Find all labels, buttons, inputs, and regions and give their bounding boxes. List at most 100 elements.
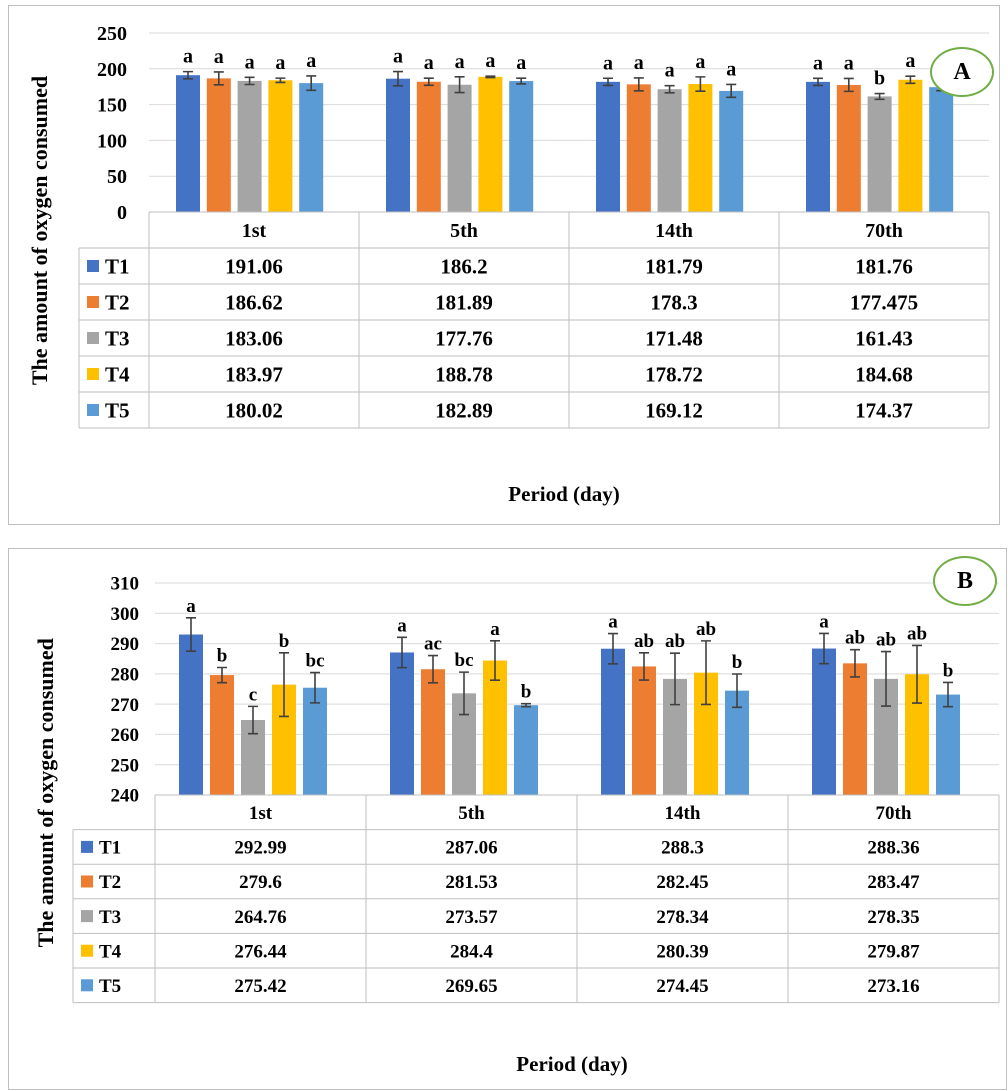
significance-letter-T3-5th: a	[455, 51, 465, 73]
legend-key-T3	[81, 910, 93, 923]
significance-letter-T4-70th: a	[905, 50, 915, 72]
significance-letter-T5-5th: a	[516, 52, 526, 74]
bar-T5-1st	[303, 687, 327, 795]
legend-key-T4	[81, 944, 93, 957]
significance-letter-T2-14th: ab	[634, 631, 654, 652]
error-bar-T2-70th	[850, 648, 860, 678]
table-header-5th: 5th	[450, 220, 478, 242]
significance-letter-T2-5th: a	[424, 52, 434, 74]
y-tick-label-4: 280	[111, 665, 140, 686]
y-tick-label-3: 150	[97, 95, 127, 117]
y-tick-label-5: 250	[97, 23, 127, 45]
table-cell-T1-70th: 288.36	[867, 838, 919, 859]
y-tick-label-0: 240	[111, 786, 140, 807]
bar-T2-1st	[206, 78, 231, 212]
table-cell-T2-1st: 279.6	[239, 872, 282, 893]
table-cell-T3-14th: 278.34	[656, 907, 709, 928]
significance-letter-T3-70th: ab	[876, 630, 896, 651]
table-cell-T1-1st: 191.06	[225, 254, 283, 278]
significance-letter-T2-14th: a	[634, 52, 644, 74]
bar-T2-5th	[421, 669, 445, 795]
bar-T1-1st	[176, 75, 200, 212]
legend-label-T2: T2	[99, 872, 121, 893]
table-cell-T4-70th: 184.68	[855, 362, 913, 386]
table-header-70th: 70th	[865, 220, 903, 242]
error-bar-T1-14th	[608, 632, 618, 665]
table-cell-T2-14th: 282.45	[656, 872, 708, 893]
error-bar-T2-1st	[217, 666, 227, 684]
significance-letter-T4-1st: b	[279, 631, 290, 652]
significance-letter-T3-5th: bc	[455, 650, 474, 671]
error-bar-T1-70th	[813, 77, 823, 87]
table-cell-T4-70th: 279.87	[867, 941, 920, 962]
error-bar-T1-1st	[186, 617, 196, 652]
table-cell-T3-14th: 171.48	[645, 326, 703, 350]
y-tick-label-2: 100	[97, 130, 127, 152]
table-cell-T1-5th: 186.2	[440, 254, 487, 278]
table-cell-T1-5th: 287.06	[445, 838, 497, 859]
significance-letter-T3-14th: ab	[665, 631, 685, 652]
bar-T5-5th	[514, 705, 538, 795]
significance-letter-T5-1st: a	[306, 50, 316, 72]
table-cell-T3-5th: 273.57	[445, 907, 498, 928]
significance-letter-T5-14th: b	[732, 652, 743, 673]
error-bar-T5-14th	[726, 83, 737, 99]
error-bar-T4-70th	[905, 75, 916, 85]
bar-T1-5th	[386, 78, 410, 212]
error-bar-T1-5th	[397, 636, 407, 669]
bar-T2-1st	[210, 675, 234, 795]
error-bar-T3-70th	[881, 650, 891, 707]
significance-letter-T3-1st: c	[249, 684, 257, 705]
significance-letter-T4-70th: ab	[907, 623, 927, 644]
legend-key-T2	[81, 875, 93, 888]
error-bar-T3-70th	[874, 92, 885, 101]
chart-a-svg: 050100150200250aaaaaaaaaaabaaaaaaaa1st5t…	[27, 23, 990, 506]
legend-key-T5	[87, 404, 99, 416]
legend-key-T1	[87, 260, 99, 272]
bar-T5-14th	[719, 90, 744, 212]
table-header-5th: 5th	[458, 803, 485, 824]
table-cell-T1-70th: 181.76	[855, 254, 913, 278]
significance-letter-T1-70th: a	[819, 611, 829, 632]
error-bar-T3-14th	[664, 84, 675, 94]
significance-letter-T2-1st: a	[214, 46, 224, 68]
error-bar-T1-14th	[603, 77, 613, 87]
error-bar-T3-14th	[670, 652, 680, 706]
table-cell-T3-1st: 264.76	[234, 907, 286, 928]
significance-letter-T3-1st: a	[245, 51, 255, 73]
legend-label-T3: T3	[105, 326, 130, 350]
bar-T1-14th	[601, 648, 625, 795]
significance-letter-T1-1st: a	[183, 46, 193, 68]
bar-T1-70th	[806, 81, 830, 213]
significance-letter-T3-14th: a	[665, 60, 675, 82]
y-tick-label-6: 300	[111, 604, 140, 625]
significance-letter-T4-14th: ab	[696, 619, 716, 640]
panel-label-b: B	[956, 567, 973, 594]
chart-panel-a: 050100150200250aaaaaaaaaaabaaaaaaaa1st5t…	[8, 5, 1000, 525]
table-header-14th: 14th	[665, 803, 701, 824]
bar-T1-70th	[812, 648, 836, 795]
table-cell-T5-5th: 182.89	[435, 398, 493, 422]
significance-letter-T2-1st: b	[217, 645, 228, 666]
significance-letter-T5-1st: bc	[306, 651, 325, 672]
table-cell-T5-70th: 273.16	[867, 976, 919, 997]
bar-T1-14th	[596, 81, 620, 212]
bar-T5-70th	[936, 694, 960, 795]
error-bar-T5-5th	[516, 77, 527, 85]
y-axis-title: The amount of oxygen consumed	[27, 76, 52, 385]
table-cell-T4-1st: 183.97	[225, 362, 283, 386]
table-header-70th: 70th	[876, 803, 912, 824]
significance-letter-T4-5th: a	[485, 50, 495, 72]
error-bar-T4-5th	[485, 75, 496, 79]
legend-key-T4	[87, 368, 99, 380]
y-tick-label-5: 290	[111, 634, 140, 655]
bar-T4-1st	[268, 80, 293, 212]
significance-letter-T1-5th: a	[397, 615, 407, 636]
error-bar-T3-1st	[248, 705, 258, 735]
table-cell-T2-70th: 177.475	[850, 290, 918, 314]
chart-panel-b: 240 250 260 270 280 290 300 310 a a a a b ac ab ab c bc ab…	[8, 548, 1007, 1090]
error-bar-T5-1st	[310, 671, 320, 704]
bar-T4-14th	[688, 84, 713, 212]
bar-T2-14th	[632, 666, 656, 795]
table-cell-T2-70th: 283.47	[867, 872, 920, 893]
